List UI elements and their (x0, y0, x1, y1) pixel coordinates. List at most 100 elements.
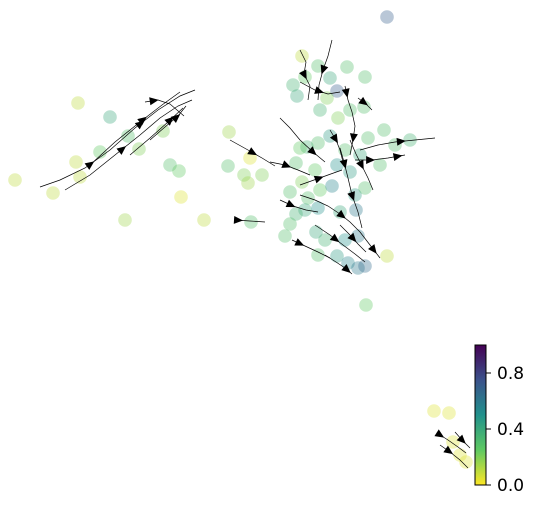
streamline-arrow (349, 133, 358, 143)
streamline (39, 89, 196, 188)
scatter-point (289, 156, 303, 170)
scatter-point (283, 185, 297, 199)
streamline-arrow (347, 191, 355, 201)
streamline-arrow (358, 96, 368, 106)
velocity-streamlines (39, 39, 471, 469)
streamline-arrow (314, 86, 324, 94)
streamline-arrow (456, 434, 466, 444)
scatter-point (163, 158, 177, 172)
streamline-arrow (84, 161, 95, 170)
scatter-point (156, 124, 170, 138)
streamline (64, 99, 193, 191)
scatter-point (8, 173, 22, 187)
scatter-point (222, 125, 236, 139)
scatter-point (343, 165, 357, 179)
streamline-arrow (443, 445, 454, 455)
streamline (279, 199, 319, 213)
scatter-point (351, 261, 365, 275)
scatter-point (358, 259, 372, 273)
scatter-point (103, 110, 117, 124)
scatter-point (132, 142, 146, 156)
scatter-point (283, 217, 297, 231)
streamline-arrow (336, 209, 346, 219)
streamline-arrow (320, 64, 329, 75)
scatter-point (295, 175, 309, 189)
scatter-point (71, 96, 85, 110)
colorbar: 0.0 0.4 0.8 (474, 344, 524, 496)
streamline-arrow (307, 146, 317, 156)
scatter-point (289, 207, 303, 221)
scatter-point (93, 145, 107, 159)
streamline (439, 444, 469, 469)
streamline (314, 224, 366, 263)
streamline-arrow (281, 160, 292, 168)
streamline-arrow (341, 88, 350, 98)
scatter-point (309, 225, 323, 239)
scatter-point (358, 70, 372, 84)
streamline-arrow (233, 215, 243, 224)
scatter-point (69, 155, 83, 169)
scatter-point (172, 164, 186, 178)
streamline-arrow (149, 97, 159, 106)
streamline-arrow (341, 264, 351, 273)
scatter-point (330, 249, 344, 263)
streamline (339, 147, 363, 229)
scatter-point (349, 203, 363, 217)
scatter-point (373, 158, 387, 172)
scatter-point (348, 188, 362, 202)
scatter-point (255, 168, 269, 182)
streamline (329, 129, 344, 163)
scatter-point (343, 103, 357, 117)
streamline-arrow (329, 133, 338, 144)
scatter-points (8, 10, 473, 469)
streamline (299, 194, 381, 259)
streamline-arrow (329, 233, 340, 243)
scatter-point (442, 406, 456, 420)
scatter-point (73, 170, 87, 184)
streamline-arrow (247, 147, 258, 156)
streamline-arrow (356, 159, 364, 170)
streamline-arrow (299, 69, 307, 80)
scatter-point (311, 248, 325, 262)
streamline (149, 105, 187, 141)
scatter-point (446, 435, 460, 449)
scatter-point (286, 78, 300, 92)
scatter-point (290, 89, 304, 103)
scatter-point (377, 123, 391, 137)
streamline-arrow (368, 244, 377, 254)
streamline-arrow (116, 146, 127, 155)
streamline (269, 161, 311, 176)
colorbar-gradient (474, 344, 487, 486)
scatter-point (323, 71, 337, 85)
scatter-point (244, 215, 258, 229)
scatter-point (197, 213, 211, 227)
streamline (359, 137, 436, 151)
scatter-point (318, 233, 332, 247)
streamline-arrow (366, 156, 376, 164)
scatter-point (293, 141, 307, 155)
scatter-point (331, 111, 345, 125)
streamline (279, 117, 326, 163)
colorbar-tick-label: 0.0 (497, 476, 524, 496)
scatter-point (174, 190, 188, 204)
streamline-arrow (339, 159, 348, 169)
colorbar-ticks: 0.0 0.4 0.8 (486, 364, 524, 496)
scatter-point (325, 179, 339, 193)
scatter-point (359, 298, 373, 312)
streamline-arrow (294, 238, 305, 246)
scatter-point (121, 129, 135, 143)
streamline (129, 107, 184, 156)
streamline-arrow (170, 114, 181, 123)
scatter-point (403, 133, 417, 147)
scatter-point (353, 148, 367, 162)
scatter-point (237, 168, 251, 182)
colorbar-tick-label: 0.4 (497, 420, 524, 440)
scatter-point (453, 448, 467, 462)
scatter-point (308, 163, 322, 177)
scatter-point (358, 181, 372, 195)
streamline-arrow (164, 116, 174, 126)
scatter-point (459, 455, 473, 469)
scatter-point (118, 213, 132, 227)
scatter-point (340, 60, 354, 74)
